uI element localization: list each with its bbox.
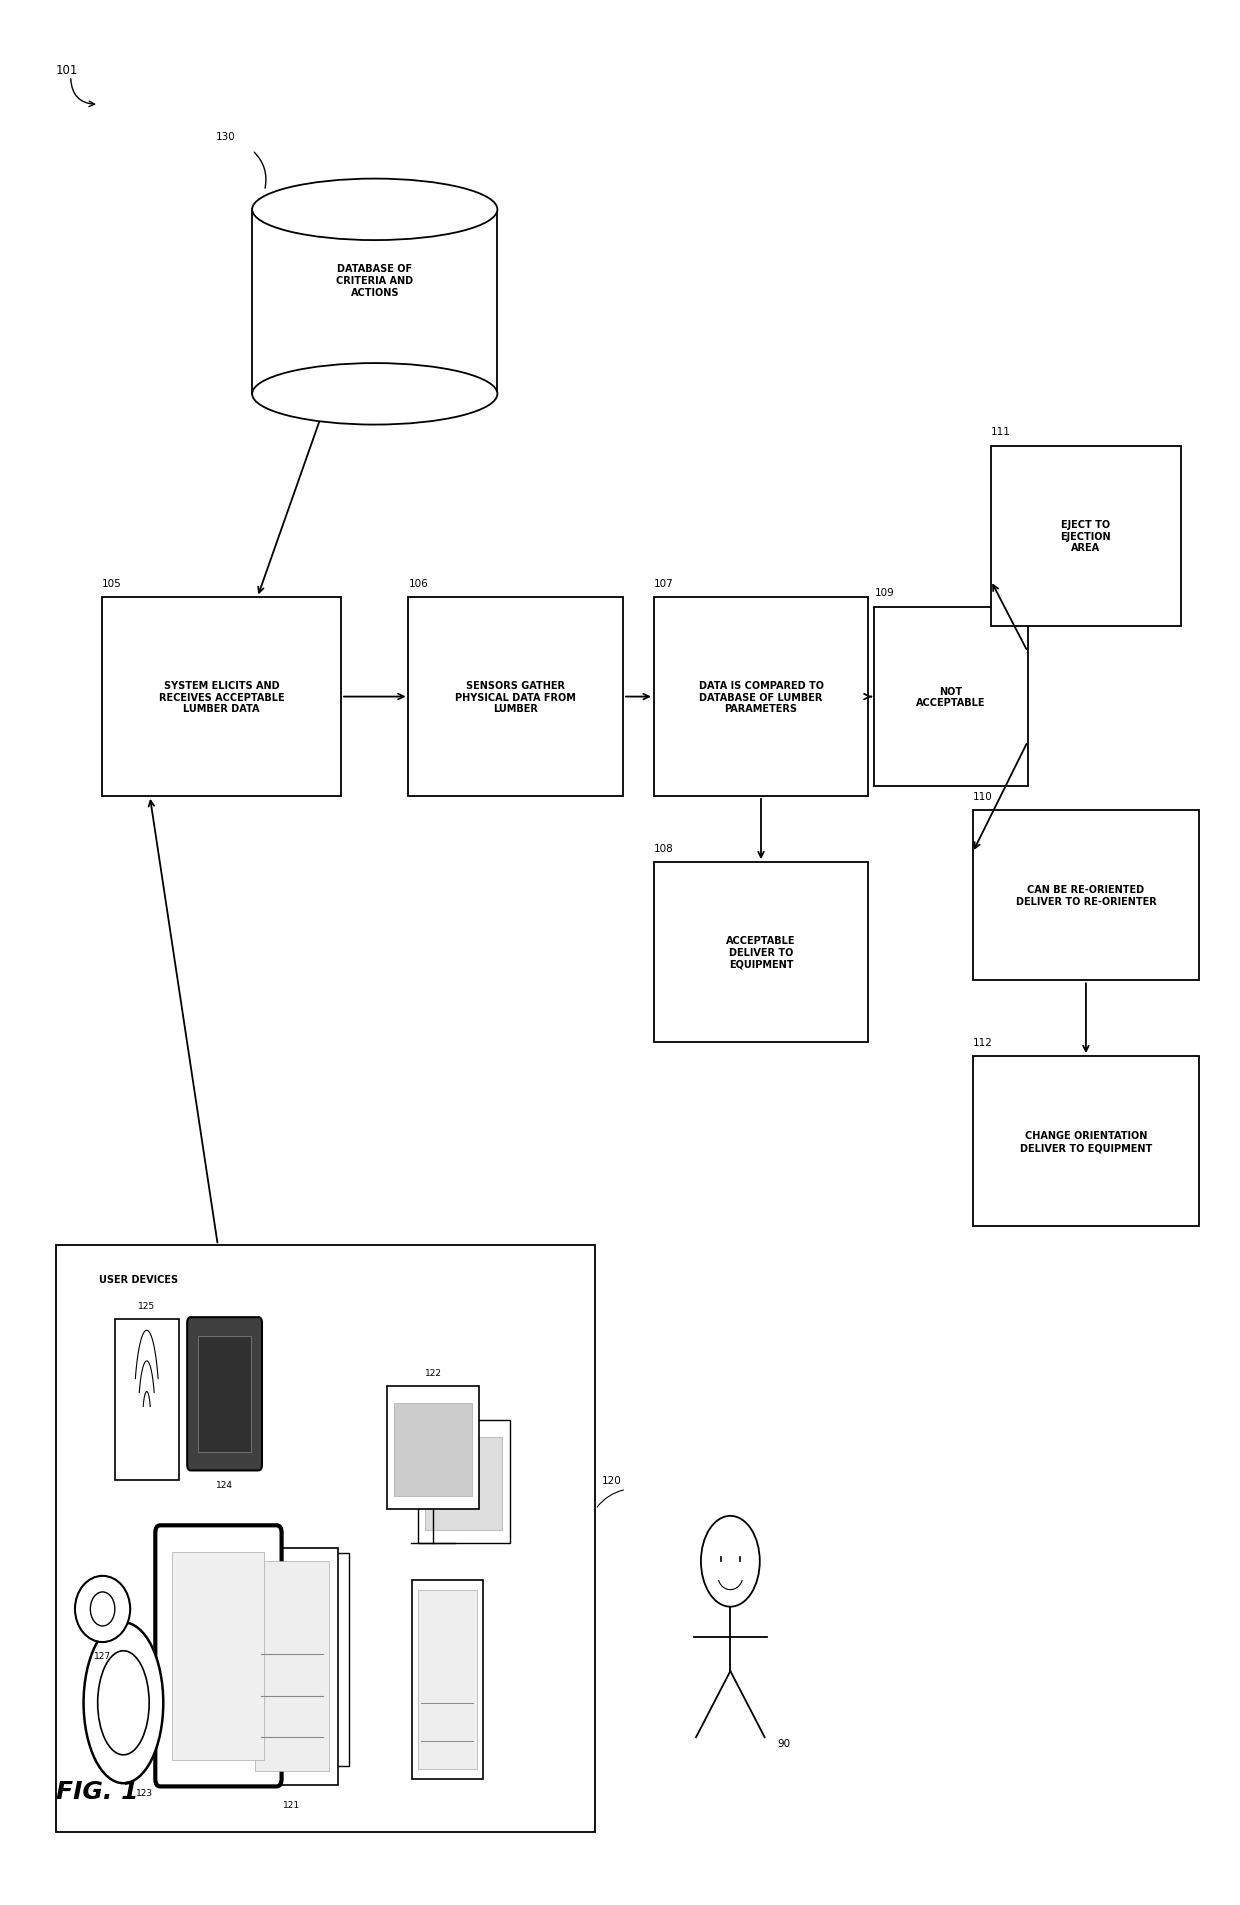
Text: USER DEVICES: USER DEVICES [99,1274,179,1284]
FancyBboxPatch shape [653,863,868,1042]
Text: 120: 120 [601,1474,621,1486]
Text: SENSORS GATHER
PHYSICAL DATA FROM
LUMBER: SENSORS GATHER PHYSICAL DATA FROM LUMBER [455,680,577,714]
Ellipse shape [252,364,497,425]
Text: 90: 90 [777,1737,790,1749]
Text: 121: 121 [284,1800,300,1808]
FancyBboxPatch shape [155,1526,281,1787]
FancyBboxPatch shape [653,598,868,796]
Text: 109: 109 [874,589,894,598]
Text: EJECT TO
EJECTION
AREA: EJECT TO EJECTION AREA [1060,520,1111,552]
Text: 127: 127 [94,1652,112,1659]
Text: 105: 105 [102,579,122,589]
Ellipse shape [74,1575,130,1642]
FancyBboxPatch shape [172,1553,264,1760]
Text: 101: 101 [56,63,78,76]
Text: 106: 106 [408,579,428,589]
Text: 124: 124 [216,1480,233,1490]
FancyBboxPatch shape [991,446,1180,627]
Text: CHANGE ORIENTATION
DELIVER TO EQUIPMENT: CHANGE ORIENTATION DELIVER TO EQUIPMENT [1019,1132,1152,1153]
Ellipse shape [91,1593,115,1627]
FancyBboxPatch shape [198,1337,250,1452]
Text: SYSTEM ELICITS AND
RECEIVES ACCEPTABLE
LUMBER DATA: SYSTEM ELICITS AND RECEIVES ACCEPTABLE L… [159,680,284,714]
FancyBboxPatch shape [408,598,622,796]
Text: 108: 108 [653,844,673,853]
Text: 125: 125 [138,1301,155,1311]
FancyBboxPatch shape [394,1404,471,1495]
Text: 111: 111 [991,427,1011,436]
Text: NOT
ACCEPTABLE: NOT ACCEPTABLE [916,686,986,709]
FancyBboxPatch shape [246,1549,339,1785]
Text: 130: 130 [216,131,236,141]
FancyBboxPatch shape [387,1387,479,1509]
Text: ACCEPTABLE
DELIVER TO
EQUIPMENT: ACCEPTABLE DELIVER TO EQUIPMENT [727,935,796,970]
FancyBboxPatch shape [412,1581,482,1779]
FancyBboxPatch shape [270,1553,348,1766]
FancyBboxPatch shape [102,598,341,796]
Text: 107: 107 [653,579,673,589]
FancyBboxPatch shape [252,210,497,394]
Text: 112: 112 [972,1036,992,1048]
Text: CAN BE RE-ORIENTED
DELIVER TO RE-ORIENTER: CAN BE RE-ORIENTED DELIVER TO RE-ORIENTE… [1016,886,1156,907]
Text: 110: 110 [972,791,992,802]
FancyBboxPatch shape [115,1320,179,1480]
Text: FIG. 1: FIG. 1 [56,1779,139,1804]
Text: 123: 123 [135,1789,153,1796]
FancyBboxPatch shape [972,1057,1199,1227]
FancyBboxPatch shape [418,1421,510,1543]
Text: 122: 122 [424,1368,441,1377]
Text: DATABASE OF
CRITERIA AND
ACTIONS: DATABASE OF CRITERIA AND ACTIONS [336,265,413,297]
FancyBboxPatch shape [874,608,1028,787]
FancyBboxPatch shape [187,1318,262,1471]
Circle shape [701,1516,760,1606]
FancyBboxPatch shape [254,1562,330,1772]
FancyBboxPatch shape [425,1438,502,1530]
FancyBboxPatch shape [418,1591,476,1770]
Ellipse shape [98,1652,149,1755]
Ellipse shape [252,179,497,240]
Text: DATA IS COMPARED TO
DATABASE OF LUMBER
PARAMETERS: DATA IS COMPARED TO DATABASE OF LUMBER P… [698,680,823,714]
Ellipse shape [83,1623,164,1783]
FancyBboxPatch shape [56,1246,595,1833]
FancyBboxPatch shape [972,812,1199,981]
